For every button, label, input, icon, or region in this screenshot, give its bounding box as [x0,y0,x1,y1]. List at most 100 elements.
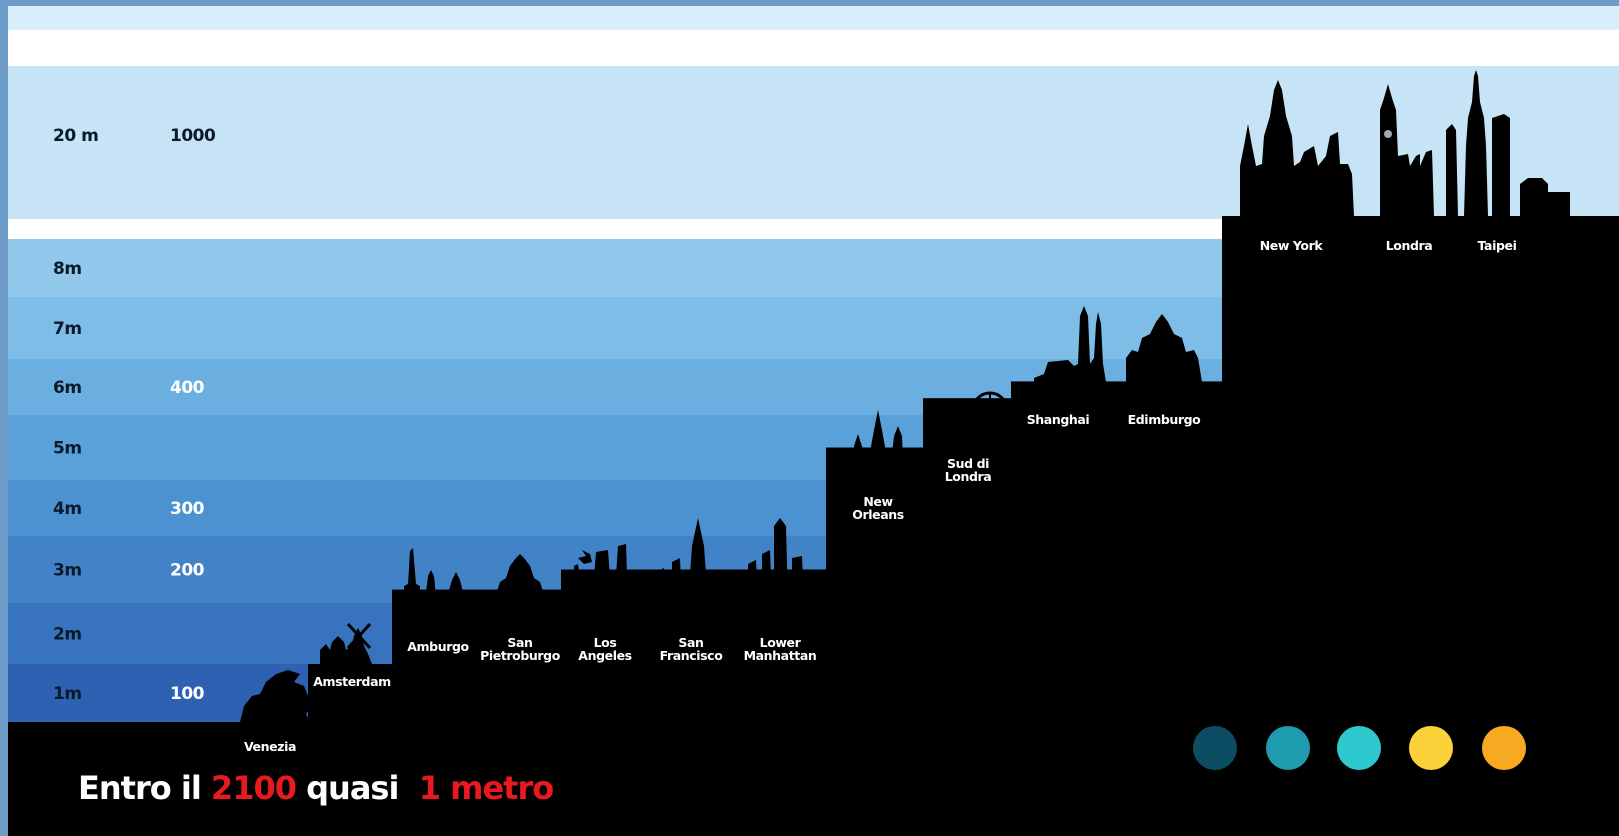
city-label-line: Taipei [1478,238,1517,253]
chart-svg: 1m 100 2m 3m 200 4m 300 5m 6m 400 7m 8m 20 m 1000 Ven… [8,6,1619,836]
sud-di-londra-bridge [938,418,1008,450]
skyline-venezia [240,670,312,722]
city-label-new-orleans: New Orleans [852,494,904,522]
city-label-lower-manhattan: Lower Manhattan [744,635,817,663]
skyline-san-pietroburgo [486,554,554,603]
title-part-3: quasi [296,769,419,807]
city-label-san-pietroburgo: San Pietroburgo [480,635,561,663]
level-label-2m: 2m [53,625,82,645]
city-label-line: Londra [1386,238,1433,253]
legend-dot-3 [1337,726,1381,770]
skyline-new-york [1240,80,1354,216]
windmill-blade-2 [346,622,372,650]
city-label-taipei: Taipei [1478,238,1517,253]
city-label-new-york: New York [1260,238,1324,253]
top-strip [8,6,1619,30]
city-label-line: Manhattan [744,648,817,663]
taipei-101 [1464,70,1488,216]
band-20m [8,66,1619,239]
city-label-shanghai: Shanghai [1027,412,1090,427]
city-label-line: Shanghai [1027,412,1090,427]
title-part-4: 1 metro [419,769,554,807]
city-label-line: San [507,635,532,650]
skyline-shanghai [1034,306,1108,394]
skyline-edimburgo [1126,314,1204,394]
shanghai-towers [1034,306,1108,394]
city-label-line: Londra [945,469,992,484]
skyline-new-orleans [854,410,904,480]
city-label-line: San [678,635,703,650]
city-label-line: Venezia [244,739,296,754]
city-label-san-francisco: San Francisco [660,635,724,663]
level-label-20m: 20 m [53,126,98,146]
level-label-3m: 3m [53,561,82,581]
amburgo-towers [404,548,470,603]
londra-big-ben [1380,84,1434,216]
level-label-7m: 7m [53,319,82,339]
los-angeles-towers [568,544,628,603]
year-label-300: 300 [170,499,205,519]
level-label-1m: 1m [53,684,82,704]
year-label-1000: 1000 [170,126,216,146]
city-label-londra: Londra [1386,238,1433,253]
city-label-line: Angeles [578,648,631,663]
taipei-building [1520,178,1548,216]
taipei-tower-a [1446,124,1458,216]
city-label-line: Sud di [947,456,989,471]
chart-title: Entro il 2100 quasi 1 metro [78,769,553,807]
skyline-amsterdam [320,622,372,664]
city-label-amburgo: Amburgo [407,639,469,654]
level-labels: 1m 100 2m 3m 200 4m 300 5m 6m 400 7m 8m 20 m 1000 [53,126,216,704]
venezia-lion [240,670,312,722]
city-label-line: New [863,494,893,509]
level-label-8m: 8m [53,259,82,279]
title-part-2: 2100 [211,769,296,807]
skyline-lower-manhattan [748,518,804,603]
year-label-100: 100 [170,684,205,704]
level-label-4m: 4m [53,499,82,519]
city-label-line: Los [594,635,617,650]
sea-level-chart: 1m 100 2m 3m 200 4m 300 5m 6m 400 7m 8m 20 m 1000 Ven… [8,6,1619,836]
level-label-6m: 6m [53,378,82,398]
scale-break [8,219,1619,239]
city-label-amsterdam: Amsterdam [313,674,391,689]
city-label-sud-di-londra: Sud di Londra [945,456,992,484]
legend-dot-5 [1482,726,1526,770]
new-orleans-cathedral [854,410,904,480]
city-label-line: Lower [760,635,802,650]
city-label-line: Amsterdam [313,674,391,689]
city-label-edimburgo: Edimburgo [1128,412,1202,427]
skyline-sud-di-londra [938,391,1009,450]
skylines [240,70,1570,722]
los-angeles-palm [578,550,592,564]
city-label-line: Pietroburgo [480,648,561,663]
city-label-line: Edimburgo [1128,412,1202,427]
edimburgo-castle [1126,314,1204,394]
year-label-200: 200 [170,561,205,581]
city-label-line: Francisco [660,648,724,663]
legend-dot-2 [1266,726,1310,770]
taipei-building-2 [1548,192,1570,216]
skyline-londra [1380,84,1434,216]
city-label-los-angeles: Los Angeles [578,635,631,663]
city-label-venezia: Venezia [244,739,296,754]
level-label-5m: 5m [53,439,82,459]
legend-dots [1193,726,1526,770]
white-gap-top [8,30,1619,66]
lower-manhattan-towers [748,518,804,603]
city-label-line: Orleans [852,507,904,522]
legend-dot-1 [1193,726,1237,770]
ground-steps [8,216,1619,836]
skyline-san-francisco [656,518,724,603]
title-part-1: Entro il [78,769,211,807]
skyline-taipei [1446,70,1570,216]
san-pietroburgo-dome [486,554,554,603]
san-francisco-towers [656,518,724,603]
year-label-400: 400 [170,378,205,398]
city-label-line: New York [1260,238,1324,253]
city-label-line: Amburgo [407,639,469,654]
new-york-towers [1240,80,1354,216]
skyline-los-angeles [568,544,628,603]
